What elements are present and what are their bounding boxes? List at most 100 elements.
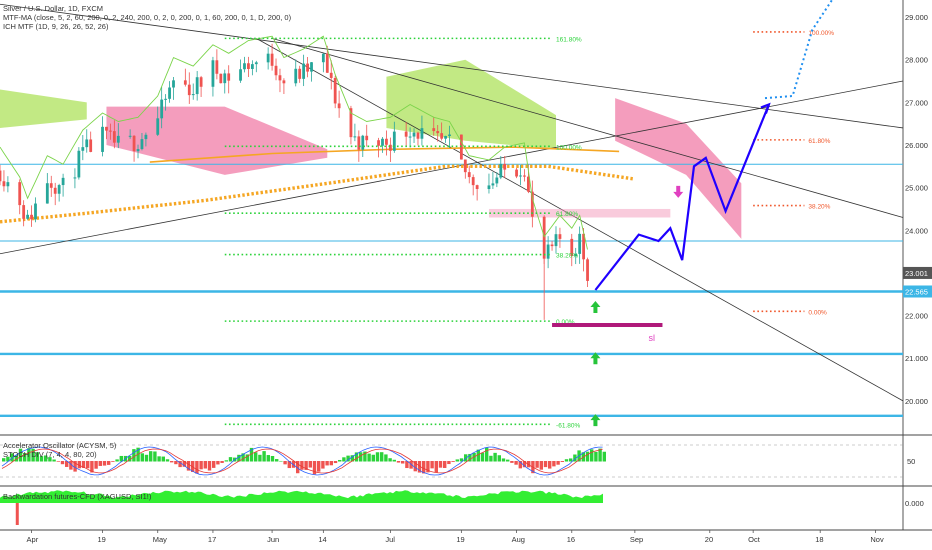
candle[interactable] xyxy=(195,77,199,95)
buy-arrow-icon[interactable] xyxy=(590,352,601,365)
candle[interactable] xyxy=(495,177,499,184)
candle[interactable] xyxy=(463,159,467,173)
candle[interactable] xyxy=(109,130,112,132)
candle[interactable] xyxy=(381,138,384,146)
candle[interactable] xyxy=(172,80,175,88)
candle[interactable] xyxy=(515,169,518,177)
candle[interactable] xyxy=(408,136,412,138)
candle[interactable] xyxy=(574,253,578,257)
candle[interactable] xyxy=(436,131,440,134)
candle[interactable] xyxy=(156,118,160,135)
candle[interactable] xyxy=(385,138,388,145)
candle[interactable] xyxy=(160,99,164,119)
candle[interactable] xyxy=(499,163,503,178)
candle[interactable] xyxy=(412,132,416,137)
candle[interactable] xyxy=(440,133,444,139)
candle[interactable] xyxy=(2,181,6,187)
legend-ichimoku[interactable]: ICH MTF (1D, 9, 26, 26, 52, 26) xyxy=(3,22,109,31)
candle[interactable] xyxy=(6,182,10,187)
candle[interactable] xyxy=(187,84,191,96)
candle[interactable] xyxy=(570,238,574,257)
trendline[interactable] xyxy=(271,37,904,218)
candle[interactable] xyxy=(247,63,250,69)
trendline[interactable] xyxy=(256,38,904,402)
candle[interactable] xyxy=(85,139,89,148)
candle[interactable] xyxy=(30,214,33,220)
candle[interactable] xyxy=(329,72,333,78)
sell-arrow-icon[interactable] xyxy=(673,185,684,198)
candle[interactable] xyxy=(144,134,148,140)
candle[interactable] xyxy=(471,177,475,186)
candle[interactable] xyxy=(444,135,447,139)
candle[interactable] xyxy=(199,77,203,87)
candle[interactable] xyxy=(526,176,530,192)
trendline[interactable] xyxy=(0,3,904,129)
candle[interactable] xyxy=(112,131,116,143)
candle[interactable] xyxy=(266,53,270,63)
trendline[interactable] xyxy=(0,80,904,255)
candle[interactable] xyxy=(546,244,550,259)
candle[interactable] xyxy=(337,103,341,109)
candle[interactable] xyxy=(467,172,471,178)
candle[interactable] xyxy=(270,53,274,66)
legend-symbol[interactable]: Silver / U.S. Dollar, 1D, FXCM xyxy=(3,4,104,13)
candle[interactable] xyxy=(219,73,223,84)
candle[interactable] xyxy=(586,259,589,281)
candle[interactable] xyxy=(582,233,585,260)
buy-arrow-icon[interactable] xyxy=(590,414,601,427)
candle[interactable] xyxy=(191,94,195,96)
legend-stoch-div[interactable]: STOCH DIV (7, 4, 4, 80, 20) xyxy=(3,450,97,459)
candle[interactable] xyxy=(294,68,298,84)
candle[interactable] xyxy=(325,53,329,73)
candle[interactable] xyxy=(223,73,227,84)
candle[interactable] xyxy=(132,135,136,152)
projection-dotted[interactable] xyxy=(764,0,833,100)
candle[interactable] xyxy=(278,75,282,81)
candle[interactable] xyxy=(116,135,120,143)
candle[interactable] xyxy=(554,234,558,247)
candle[interactable] xyxy=(306,63,309,72)
candle[interactable] xyxy=(89,139,93,152)
candle[interactable] xyxy=(404,131,408,137)
candle[interactable] xyxy=(26,214,30,219)
candle[interactable] xyxy=(140,139,144,150)
candle[interactable] xyxy=(274,65,278,76)
candle[interactable] xyxy=(22,205,26,219)
legend-backwardation[interactable]: Backwardation futures-CFD (XAGUSD, SI1!) xyxy=(3,492,152,501)
candle[interactable] xyxy=(136,149,140,152)
candle[interactable] xyxy=(77,150,81,178)
candle[interactable] xyxy=(420,128,424,139)
candle[interactable] xyxy=(310,62,313,72)
candle[interactable] xyxy=(503,163,507,170)
candle[interactable] xyxy=(558,234,562,239)
candle[interactable] xyxy=(57,185,61,194)
candle[interactable] xyxy=(519,175,522,177)
candle[interactable] xyxy=(377,140,380,146)
candle[interactable] xyxy=(101,126,104,152)
candle[interactable] xyxy=(49,183,53,188)
candle[interactable] xyxy=(491,183,495,186)
candle[interactable] xyxy=(361,135,365,150)
candle[interactable] xyxy=(353,136,357,138)
candle[interactable] xyxy=(523,175,526,177)
candle[interactable] xyxy=(321,53,325,63)
candle[interactable] xyxy=(239,69,242,81)
legend-mtf-ma[interactable]: MTF-MA (close, 5, 2, 60, 200, 0, 2, 240,… xyxy=(3,13,292,22)
candle[interactable] xyxy=(73,177,77,179)
candle[interactable] xyxy=(243,63,246,70)
legend-accelerator[interactable]: Accelerator Oscillator (ACYSM, 5) xyxy=(3,441,117,450)
candle[interactable] xyxy=(475,185,479,190)
candle[interactable] xyxy=(211,60,215,87)
candle[interactable] xyxy=(45,183,49,204)
candle[interactable] xyxy=(183,80,187,85)
candle[interactable] xyxy=(254,62,258,65)
candle[interactable] xyxy=(333,77,337,104)
candle[interactable] xyxy=(250,64,254,69)
candle[interactable] xyxy=(61,177,65,186)
candle[interactable] xyxy=(388,144,392,151)
candle[interactable] xyxy=(34,203,37,220)
candle[interactable] xyxy=(227,73,231,81)
resistance-box[interactable] xyxy=(488,208,671,218)
candle[interactable] xyxy=(432,128,436,132)
candle[interactable] xyxy=(53,187,57,194)
